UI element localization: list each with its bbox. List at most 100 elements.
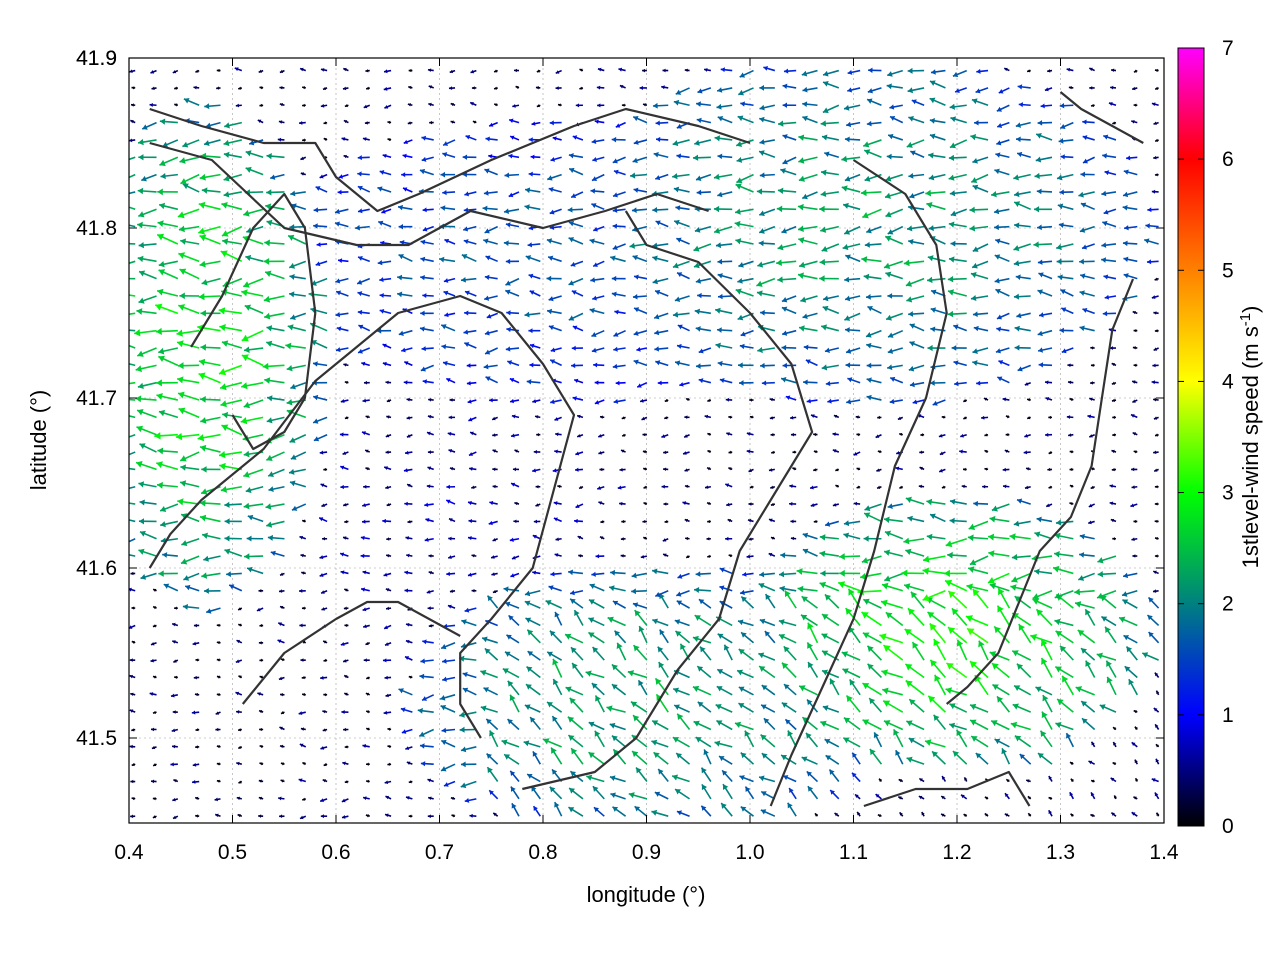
wind-vector (638, 625, 648, 644)
wind-vector (573, 609, 584, 626)
wind-vector (426, 589, 434, 594)
wind-vector (156, 233, 179, 245)
wind-vector (627, 670, 648, 679)
wind-vector (784, 590, 797, 609)
wind-vector (550, 571, 562, 577)
wind-vector (299, 588, 306, 593)
wind-vector (422, 379, 434, 385)
wind-vector (760, 809, 776, 817)
wind-vector (445, 377, 456, 384)
wind-vector (279, 726, 285, 731)
wind-vector (819, 258, 839, 266)
wind-vector (545, 600, 562, 609)
wind-vector (801, 756, 818, 765)
wind-vector (488, 520, 498, 526)
wind-vector (577, 535, 584, 540)
wind-vector (694, 139, 712, 146)
wind-vector (596, 85, 605, 90)
wind-vector (590, 277, 605, 283)
wind-vector (485, 376, 499, 384)
wind-vector (467, 500, 477, 506)
wind-vector (137, 187, 157, 195)
wind-vector (427, 450, 434, 454)
wind-vector (797, 585, 818, 593)
wind-vector (467, 535, 477, 541)
wind-vector (156, 481, 178, 489)
wind-vector (245, 166, 264, 176)
wind-vector (821, 243, 840, 252)
wind-vector (835, 484, 840, 488)
wind-vector (129, 709, 136, 713)
wind-vector (129, 294, 136, 297)
wind-vector (651, 719, 669, 731)
wind-vector (365, 727, 370, 731)
wind-vector (129, 69, 136, 74)
wind-vector (706, 501, 712, 506)
wind-vector (533, 449, 541, 454)
wind-vector (695, 277, 712, 284)
colorbar (1177, 47, 1205, 827)
wind-vector (630, 701, 648, 713)
wind-vector (695, 571, 711, 577)
wind-vector (592, 785, 605, 800)
wind-vector (514, 449, 520, 453)
wind-vector (290, 451, 307, 460)
wind-vector (291, 503, 307, 511)
wind-vector (529, 716, 541, 731)
wind-vector (244, 304, 264, 315)
wind-vector (484, 168, 498, 176)
wind-vector (760, 310, 775, 316)
wind-vector (376, 328, 392, 334)
wind-vector (242, 235, 264, 245)
wind-vector (183, 98, 200, 106)
wind-vector (215, 727, 221, 732)
wind-vector (813, 519, 818, 524)
wind-vector (758, 652, 776, 661)
wind-vector (758, 150, 776, 159)
wind-vector (633, 139, 648, 145)
wind-vector (191, 710, 200, 715)
wind-vector (340, 399, 349, 404)
wind-vector (578, 485, 584, 490)
wind-vector (177, 362, 200, 370)
wind-vector (382, 361, 392, 367)
wind-vector (672, 139, 690, 147)
x-tick-label: 0.5 (218, 841, 247, 864)
wind-vector (129, 206, 136, 211)
wind-vector (548, 325, 562, 332)
wind-vector (550, 747, 563, 765)
wind-vector (655, 693, 669, 713)
wind-vector (152, 763, 157, 767)
wind-vector (312, 361, 328, 367)
wind-vector (758, 775, 776, 783)
wind-vector (362, 503, 370, 508)
wind-vector (135, 364, 157, 373)
wind-vector (557, 484, 562, 489)
wind-vector (725, 397, 733, 402)
wind-vector (362, 607, 370, 612)
wind-vector (739, 589, 754, 596)
wind-vector (568, 152, 584, 159)
wind-vector (289, 273, 306, 280)
wind-vector (443, 277, 456, 283)
wind-vector (739, 69, 754, 78)
wind-vector (344, 519, 349, 524)
wind-vector (655, 173, 669, 181)
wind-vector (599, 467, 605, 472)
wind-vector (782, 156, 797, 165)
wind-vector (685, 536, 690, 541)
wind-vector (447, 431, 456, 436)
wind-vector (674, 360, 690, 367)
wind-vector (485, 718, 499, 731)
wind-vector (343, 606, 349, 610)
wind-vector (174, 103, 179, 107)
wind-vector (510, 572, 520, 578)
wind-vector (653, 751, 669, 765)
wind-vector (571, 662, 584, 678)
wind-vector (679, 381, 690, 387)
wind-vector (129, 624, 136, 630)
wind-vector (155, 303, 179, 315)
wind-vector (764, 630, 776, 644)
wind-vector (578, 554, 584, 558)
wind-vector (612, 223, 626, 229)
